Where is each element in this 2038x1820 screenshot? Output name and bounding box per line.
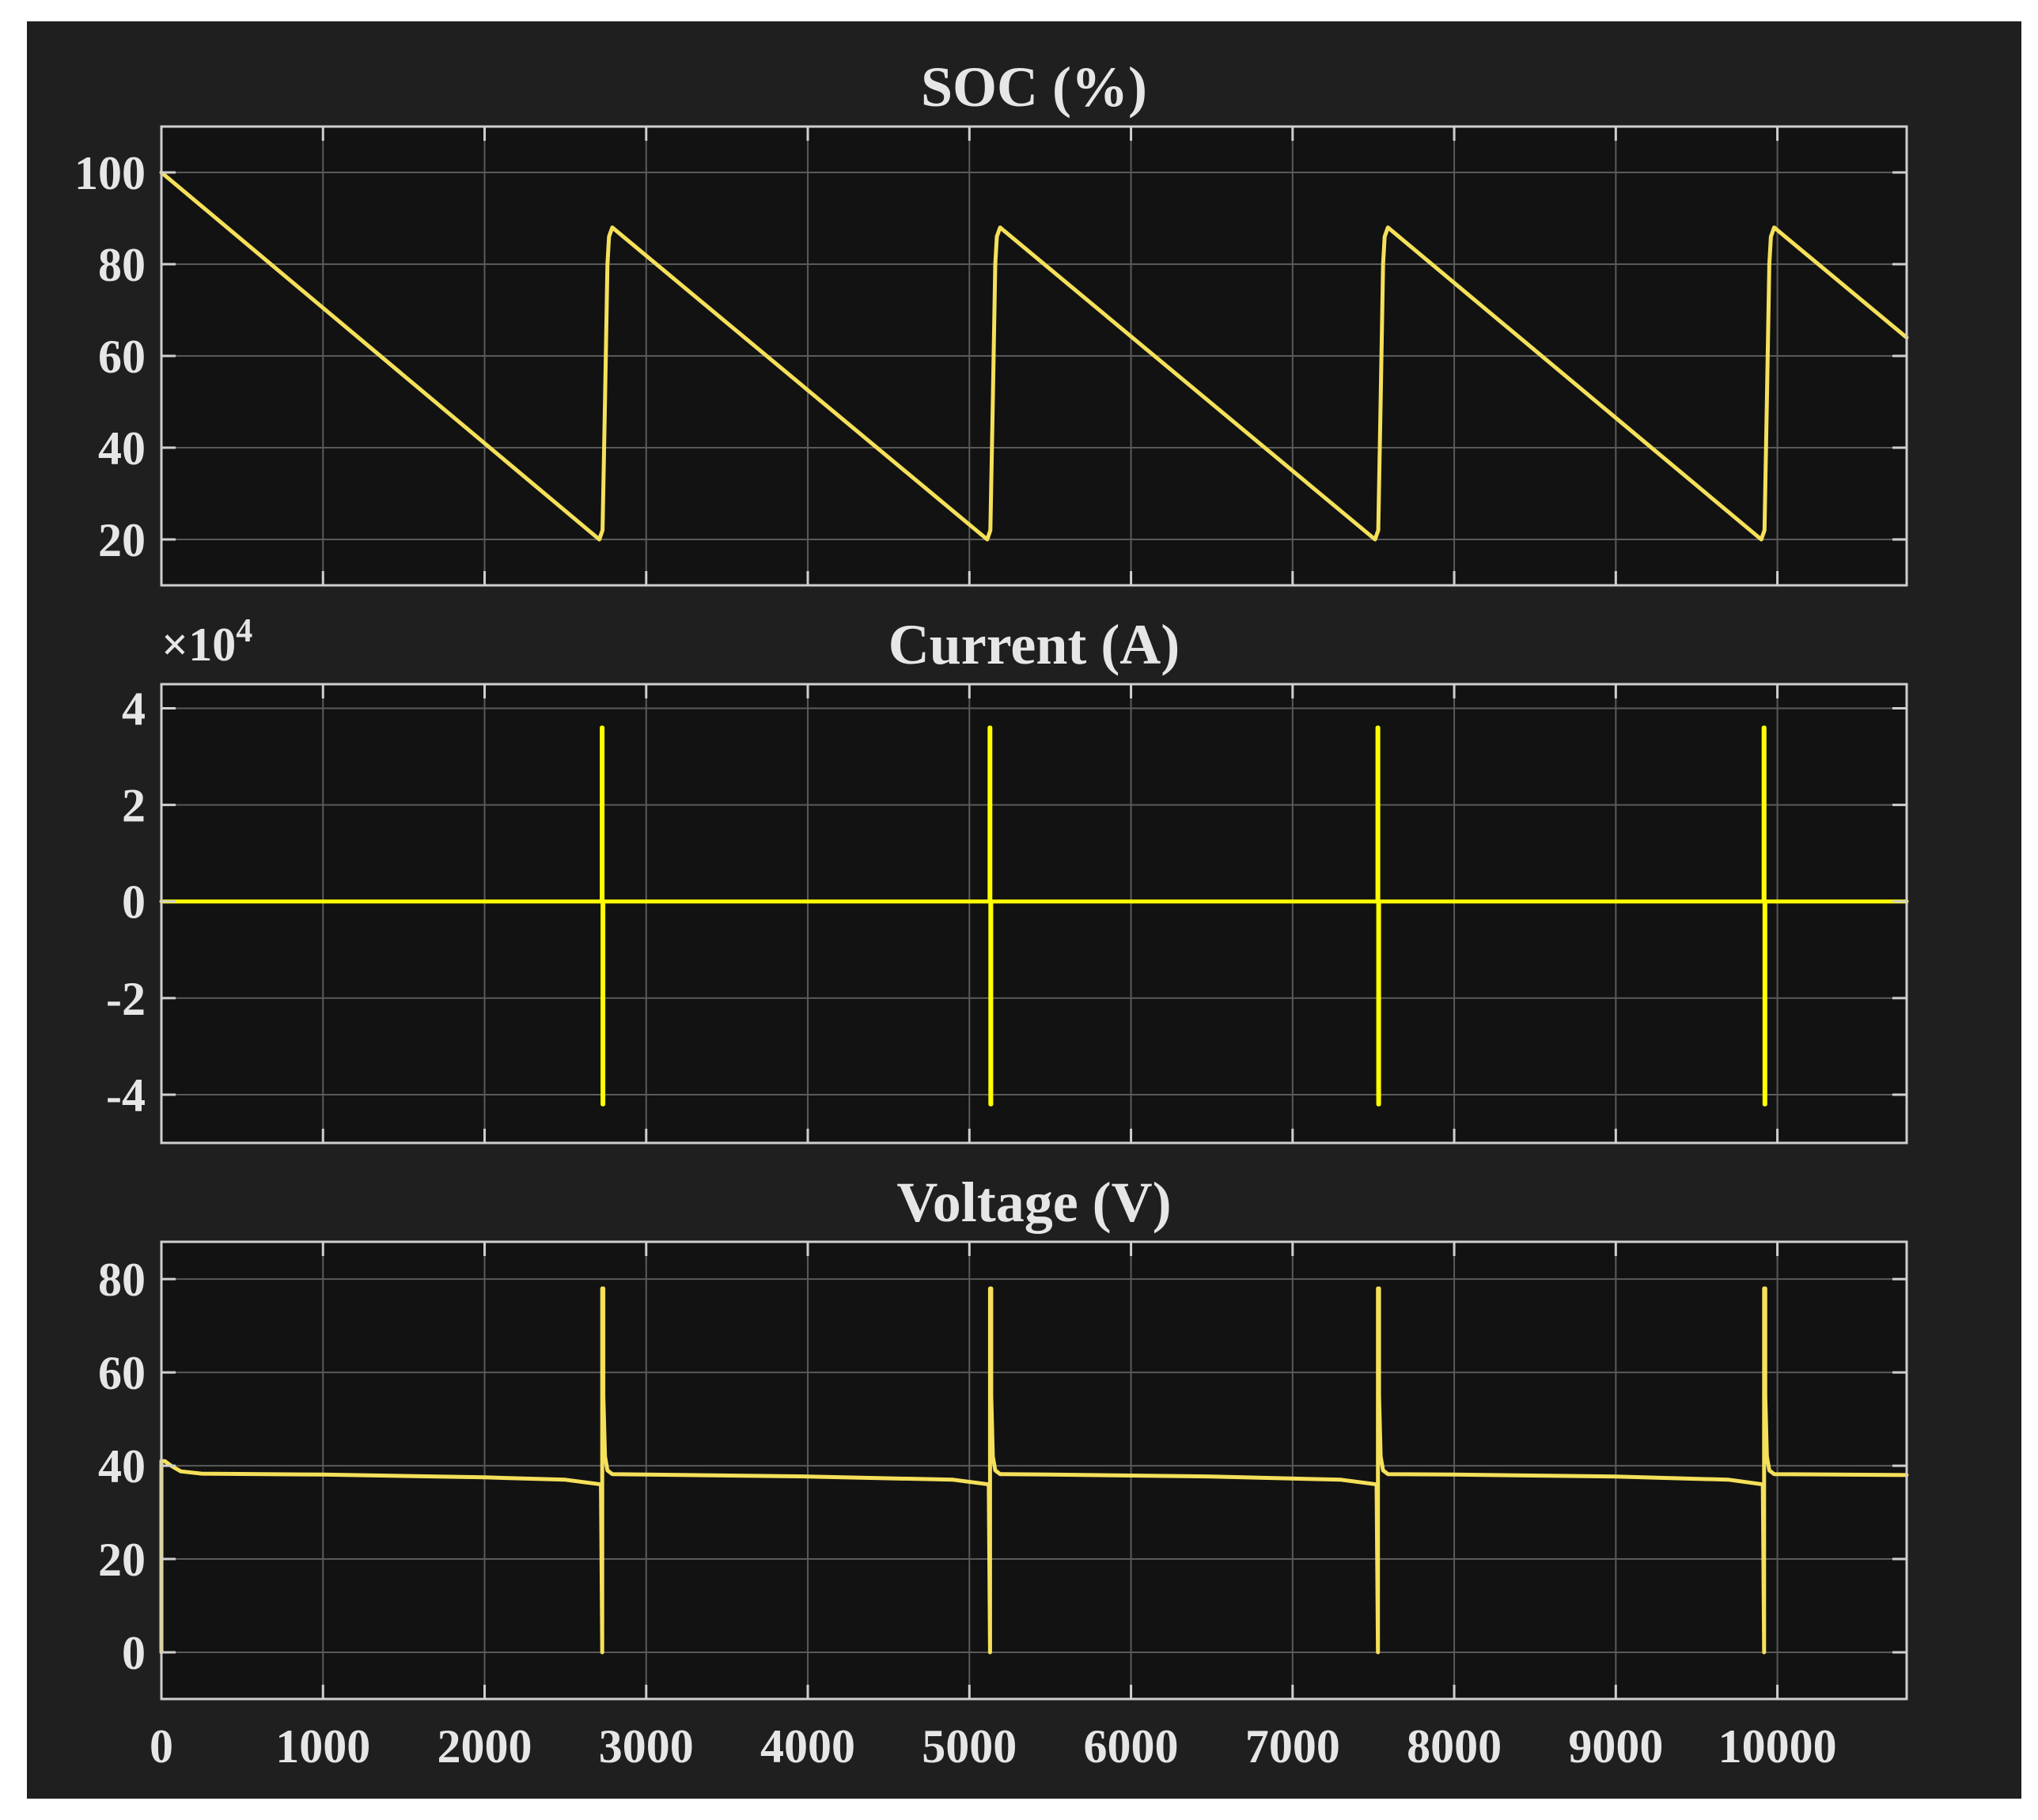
voltage-ytick-label: 60 bbox=[98, 1347, 146, 1399]
soc-ytick-label: 20 bbox=[98, 514, 146, 566]
voltage-xtick-label: 3000 bbox=[599, 1720, 694, 1773]
voltage-xtick-label: 1000 bbox=[275, 1720, 370, 1773]
voltage-ytick-label: 40 bbox=[98, 1440, 146, 1493]
current-axes-frame bbox=[160, 683, 1908, 1145]
voltage-axes: 0 20 40 60 80 0 1000 2000 3000 4000 5000 6000 7000 80… bbox=[98, 1171, 1909, 1773]
soc-title: SOC (%) bbox=[921, 55, 1147, 119]
voltage-series-line bbox=[159, 1286, 1909, 1655]
current-exponent-base: ×10 bbox=[161, 619, 236, 671]
current-ytick-label: -2 bbox=[106, 973, 146, 1025]
voltage-ytick-label: 20 bbox=[98, 1534, 146, 1586]
voltage-xtick-label: 6000 bbox=[1084, 1720, 1179, 1773]
voltage-xtick-label: 2000 bbox=[438, 1720, 532, 1773]
current-ytick-label: 2 bbox=[122, 780, 146, 832]
current-ytick-label: -4 bbox=[106, 1069, 146, 1122]
current-exponent-label: ×104 bbox=[161, 613, 252, 671]
current-ytick-label: 4 bbox=[122, 683, 146, 736]
current-title: Current (A) bbox=[888, 613, 1180, 676]
voltage-xtick-label: 8000 bbox=[1407, 1720, 1502, 1773]
current-plot-area bbox=[161, 684, 1907, 1143]
voltage-plot-area bbox=[161, 1242, 1907, 1699]
voltage-ytick-label: 0 bbox=[122, 1627, 146, 1679]
voltage-xtick-label: 7000 bbox=[1245, 1720, 1340, 1773]
current-ytick-label: 0 bbox=[122, 876, 146, 929]
soc-ytick-label: 100 bbox=[74, 147, 146, 199]
voltage-axes-frame bbox=[160, 1240, 1908, 1701]
voltage-xtick-label: 10000 bbox=[1718, 1720, 1837, 1773]
current-series-line bbox=[159, 725, 1909, 1107]
voltage-xtick-label: 4000 bbox=[760, 1720, 855, 1773]
soc-series-line bbox=[159, 170, 1909, 542]
soc-ytick-label: 60 bbox=[98, 331, 146, 383]
soc-axes: 20 40 60 80 100 SOC (%) bbox=[74, 55, 1909, 587]
voltage-xtick-label: 5000 bbox=[922, 1720, 1017, 1773]
voltage-xtick-label: 0 bbox=[150, 1720, 173, 1773]
voltage-ytick-label: 80 bbox=[98, 1254, 146, 1306]
soc-ytick-label: 40 bbox=[98, 422, 146, 475]
voltage-xtick-label: 9000 bbox=[1568, 1720, 1663, 1773]
voltage-title: Voltage (V) bbox=[896, 1171, 1171, 1234]
current-exponent-power: 4 bbox=[236, 613, 252, 649]
soc-ytick-label: 80 bbox=[98, 239, 146, 291]
